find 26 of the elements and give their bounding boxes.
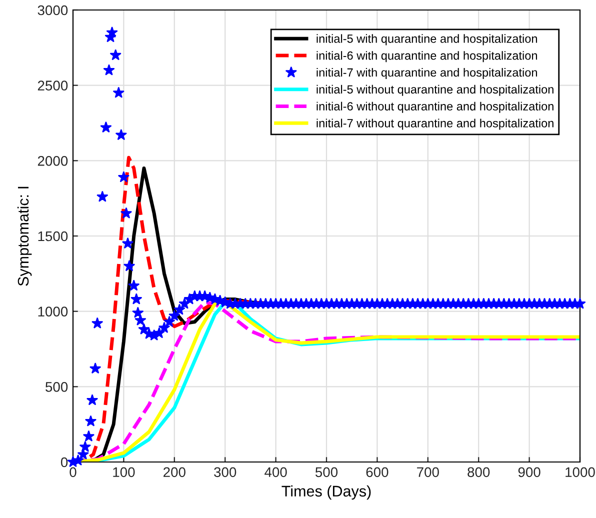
- x-tick-label: 1000: [566, 467, 595, 478]
- legend-label: initial-7 without quarantine and hospitalization: [316, 118, 554, 130]
- x-tick-label: 200: [164, 467, 186, 478]
- legend-label: initial-5 with quarantine and hospitalization: [316, 34, 538, 46]
- x-tick-label: 600: [366, 467, 388, 478]
- y-tick-label: 1500: [38, 231, 68, 242]
- x-tick-label: 400: [264, 467, 287, 478]
- y-tick-label: 2500: [38, 80, 68, 91]
- x-tick-label: 900: [518, 467, 540, 478]
- x-tick-label: 800: [468, 467, 490, 478]
- y-tick-label: 1000: [38, 306, 68, 317]
- y-tick-label: 3000: [38, 5, 68, 16]
- legend-label: initial-5 without quarantine and hospitalization: [316, 84, 554, 96]
- x-tick-label: 0: [70, 467, 76, 478]
- x-axis-title: Times (Days): [282, 485, 371, 500]
- y-axis-title: Symptomatic: I: [17, 186, 32, 286]
- y-tick-label: 500: [46, 382, 68, 392]
- x-tick-label: 500: [315, 467, 338, 478]
- x-tick-label: 300: [214, 467, 236, 478]
- x-tick-label: 700: [417, 467, 439, 478]
- y-tick-label: 0: [60, 457, 68, 468]
- x-tick-label: 100: [113, 467, 135, 478]
- legend-label: initial-7 with quarantine and hospitalization: [316, 68, 538, 80]
- legend-label: initial-6 without quarantine and hospitalization: [316, 102, 554, 113]
- y-tick-label: 2000: [38, 156, 68, 166]
- legend-label: initial-6 with quarantine and hospitalization: [316, 51, 538, 62]
